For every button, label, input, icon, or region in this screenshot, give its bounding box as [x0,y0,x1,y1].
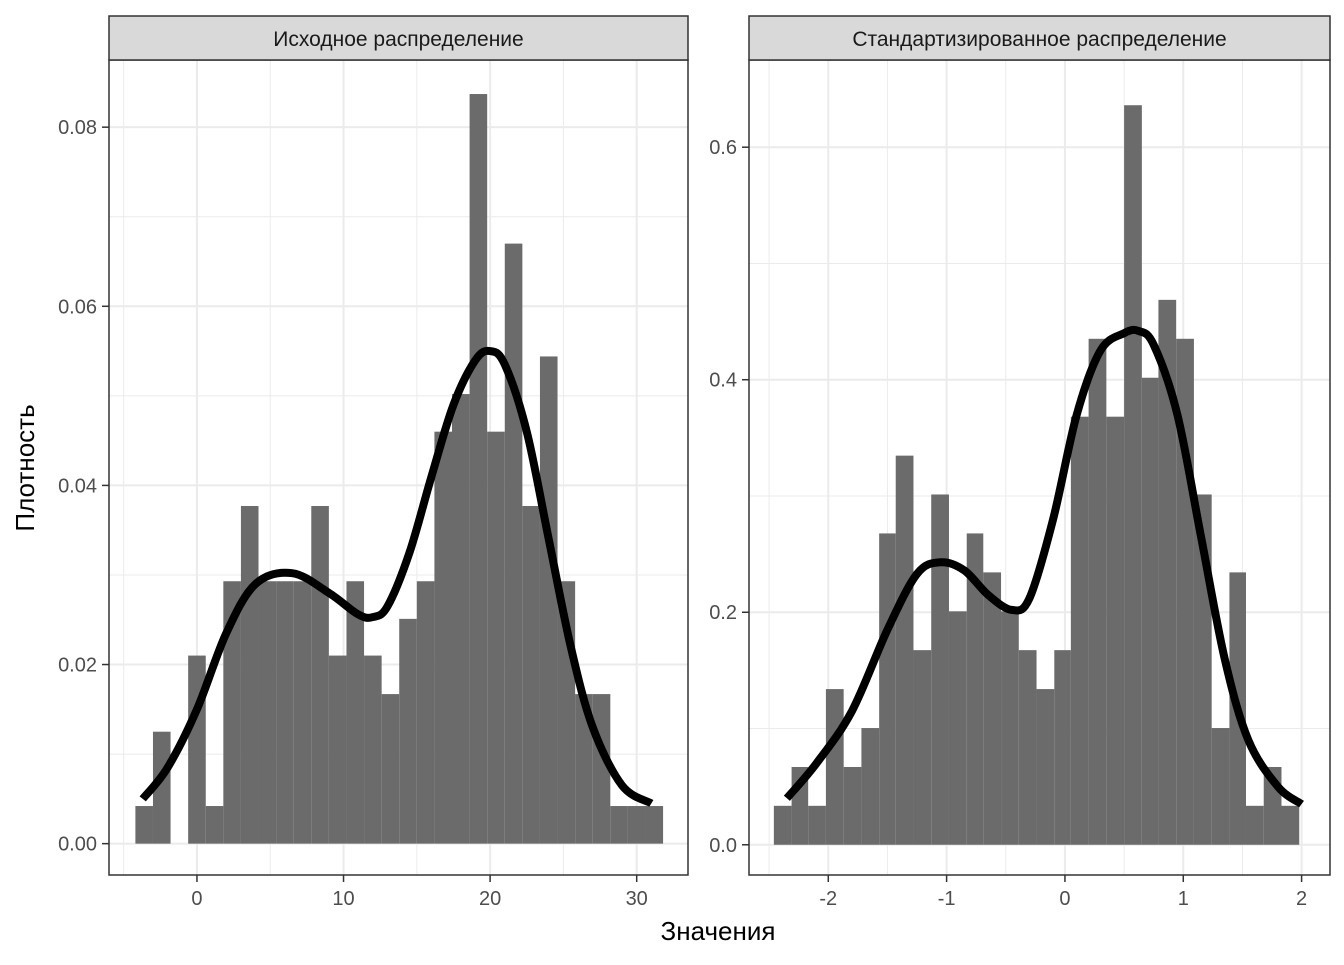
histogram-bar [1211,728,1230,845]
histogram-bar [539,356,558,844]
x-tick-label: 0 [1059,888,1070,910]
histogram-bar [504,243,523,844]
histogram-bar [1036,689,1055,845]
x-tick-label: 30 [626,888,648,910]
histogram-bar [575,694,593,844]
histogram-bar [1018,650,1037,845]
histogram-bar [522,506,540,844]
y-axis-title: Плотность [10,404,40,531]
histogram-bar [258,581,277,844]
x-tick-label: 10 [332,888,354,910]
histogram-bar [276,581,294,844]
histogram-bar [1070,416,1089,845]
histogram-bar [152,731,171,844]
histogram-bar [983,572,1002,845]
x-tick-label: 0 [191,888,202,910]
y-tick-label: 0.2 [709,602,737,624]
y-tick-label: 0.02 [58,655,97,677]
histogram-bar [311,506,329,844]
x-tick-label: -1 [938,888,956,910]
y-tick-label: 0.00 [58,834,97,856]
y-tick-label: 0.06 [58,296,97,318]
histogram-bar [645,806,664,844]
histogram-bar [879,533,896,845]
histogram-bar [135,806,153,844]
x-tick-label: 20 [479,888,501,910]
histogram-bar [913,650,932,845]
y-tick-label: 0.4 [709,370,737,392]
histogram-bar [469,94,488,844]
histogram-bar [843,766,862,845]
histogram-bar [1141,377,1159,845]
histogram-bar [895,455,914,845]
x-axis-title: Значения [661,916,776,946]
facet-strip-label: Стандартизированное распределение [852,28,1226,51]
histogram-bar [966,533,984,845]
y-tick-label: 0.6 [709,137,737,159]
facet-panel-1: Исходное распределение 0 10 20 30 0.00 0.02 0.0… [58,15,689,910]
density-curve [139,346,654,807]
facet-strip [748,15,1331,61]
histogram-bar [205,806,224,844]
y-tick-label: 0.0 [709,835,737,857]
histogram-bar [1001,611,1019,845]
density-curve [783,325,1304,808]
histogram-bar [808,805,826,845]
histogram-bar [452,394,470,844]
histogram-bar [487,431,505,844]
facet-strip [108,15,689,61]
histogram-bar [399,618,417,844]
facet-panel-2: Стандартизированное распределение -2 -1 0 1 2… [709,15,1331,910]
histogram-bar [1088,338,1107,845]
histogram-bar [1106,416,1125,845]
histogram-bar [825,689,844,845]
histogram-bar [861,728,880,845]
y-tick-label: 0.04 [58,475,97,497]
facet-strip-label: Исходное распределение [273,28,523,51]
histogram-bar [381,694,400,844]
histogram-bar [223,581,241,844]
histogram-bar [364,655,382,844]
y-tick-label: 0.08 [58,117,97,139]
x-tick-label: -2 [819,888,837,910]
histogram-bar [1281,805,1300,845]
histogram-bar [1158,299,1177,845]
histogram-bar [434,431,453,844]
histogram-bar [1124,105,1142,845]
histogram-bar [328,655,347,844]
histogram-bar [293,581,312,844]
histogram-bar [931,494,949,845]
histogram-bar [240,506,259,844]
histogram-bar [416,581,435,844]
histogram-bar [1054,650,1071,845]
histogram-bar [773,805,792,845]
x-tick-label: 1 [1178,888,1189,910]
histogram-bar [610,806,628,844]
histogram-bar [627,806,646,844]
histogram-bar [346,581,365,844]
histogram-bar [1245,805,1264,845]
x-tick-label: 2 [1296,888,1307,910]
histogram-bar [948,611,967,845]
